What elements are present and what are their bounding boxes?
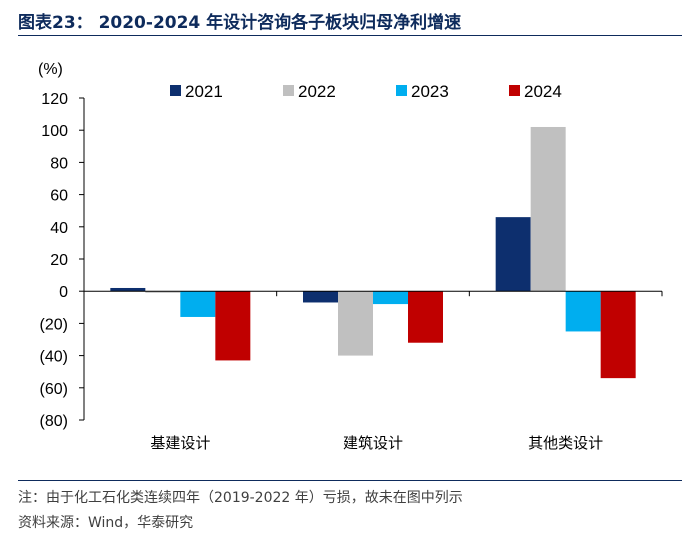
bar-chart: 120 100 80 60 40 20 0 (20) (40) (60) (80) 基建设计 建筑设计… bbox=[38, 61, 663, 452]
source-note: 资料来源：Wind，华泰研究 bbox=[18, 515, 194, 531]
bar bbox=[530, 126, 566, 292]
y-tick-label: 120 bbox=[41, 91, 68, 108]
chart-title: 图表23： 2020-2024 年设计咨询各子板块归母净利增速 bbox=[18, 13, 462, 33]
y-tick-label: (40) bbox=[40, 349, 68, 366]
x-tick-label: 其他类设计 bbox=[528, 434, 603, 452]
y-tick-label: 40 bbox=[50, 220, 68, 237]
bar bbox=[338, 291, 373, 356]
y-tick-label: 0 bbox=[59, 284, 68, 301]
bar bbox=[408, 291, 443, 343]
bar bbox=[215, 291, 251, 361]
legend-label: 2024 bbox=[524, 82, 562, 101]
x-tick-label: 基建设计 bbox=[150, 434, 210, 452]
y-tick-label: 80 bbox=[50, 155, 68, 172]
bar bbox=[495, 217, 531, 292]
y-axis: 120 100 80 60 40 20 0 (20) (40) (60) (80) bbox=[40, 91, 69, 430]
bar bbox=[145, 291, 181, 293]
footnote: 注：由于化工石化类连续四年（2019-2022 年）亏损，故未在图中列示 bbox=[18, 490, 463, 506]
y-axis-unit-label: (%) bbox=[38, 61, 63, 78]
axes bbox=[79, 97, 663, 421]
bar bbox=[600, 291, 636, 379]
footer-divider bbox=[18, 480, 682, 481]
x-axis: 基建设计 建筑设计 其他类设计 bbox=[150, 434, 603, 452]
title-divider bbox=[18, 35, 682, 36]
legend-swatch bbox=[170, 85, 181, 96]
bar bbox=[180, 291, 216, 317]
legend-swatch bbox=[283, 85, 294, 96]
y-tick-label: (80) bbox=[40, 413, 68, 430]
y-tick-label: (60) bbox=[40, 381, 68, 398]
y-tick-label: (20) bbox=[40, 316, 68, 333]
bar-series bbox=[110, 126, 636, 379]
y-tick-label: 20 bbox=[50, 252, 68, 269]
y-tick-label: 60 bbox=[50, 188, 68, 205]
bar bbox=[303, 291, 338, 303]
x-tick-label: 建筑设计 bbox=[343, 434, 403, 452]
y-tick-label: 100 bbox=[41, 123, 68, 140]
legend-swatch bbox=[396, 85, 407, 96]
legend-swatch bbox=[509, 85, 520, 96]
bar bbox=[373, 291, 408, 305]
legend: 2021 2022 2023 2024 bbox=[170, 82, 562, 101]
bar bbox=[110, 287, 146, 292]
legend-label: 2021 bbox=[185, 82, 223, 101]
legend-label: 2023 bbox=[411, 82, 449, 101]
legend-label: 2022 bbox=[298, 82, 336, 101]
bar bbox=[565, 291, 601, 332]
